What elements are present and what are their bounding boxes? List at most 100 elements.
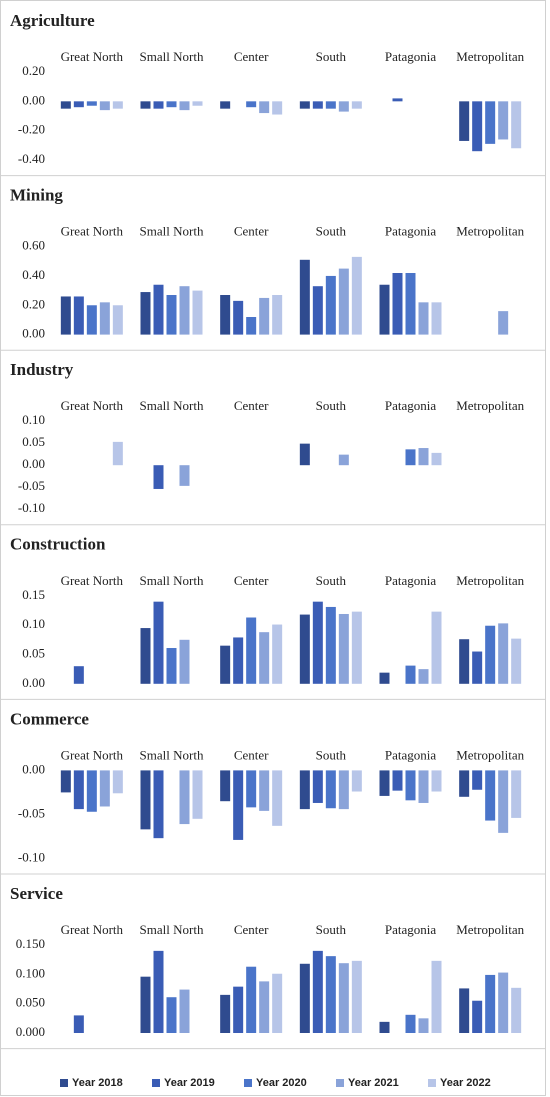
- y-tick-label: -0.05: [18, 805, 45, 820]
- bar: [153, 950, 164, 1033]
- y-tick-label: -0.05: [18, 478, 45, 493]
- bar: [338, 613, 349, 684]
- category-label: Metropolitan: [456, 398, 524, 413]
- bar: [459, 639, 470, 684]
- bar: [86, 101, 97, 106]
- bar: [325, 956, 336, 1033]
- bar: [179, 465, 190, 486]
- category-label: Metropolitan: [456, 49, 524, 64]
- bar: [112, 441, 123, 466]
- category-label: South: [316, 922, 347, 937]
- bar: [166, 648, 177, 684]
- bar: [299, 443, 310, 466]
- bar: [140, 770, 151, 830]
- bar: [246, 317, 257, 335]
- bar: [73, 296, 84, 335]
- bar: [472, 101, 483, 152]
- legend-swatch: [152, 1079, 160, 1087]
- bar: [511, 770, 522, 818]
- bar: [351, 770, 362, 792]
- y-tick-label: 0.10: [22, 616, 45, 631]
- y-tick-label: 0.20: [22, 63, 45, 78]
- bar: [431, 302, 442, 335]
- y-tick-label: 0.050: [16, 995, 45, 1010]
- category-label: Center: [234, 224, 269, 239]
- bar: [312, 101, 323, 109]
- bar: [299, 963, 310, 1033]
- bar: [338, 454, 349, 466]
- bar: [179, 639, 190, 684]
- bar: [99, 770, 110, 807]
- bar: [405, 273, 416, 335]
- y-tick-label: -0.20: [18, 122, 45, 137]
- bar: [259, 632, 270, 684]
- bar: [431, 770, 442, 792]
- category-label: Patagonia: [385, 224, 436, 239]
- bar: [325, 275, 336, 335]
- bar: [392, 770, 403, 791]
- bar: [272, 973, 283, 1033]
- y-tick-label: -0.40: [18, 151, 45, 166]
- legend-label: Year 2019: [164, 1077, 215, 1089]
- bar: [259, 770, 270, 811]
- panel-title: Agriculture: [10, 11, 95, 30]
- bar: [312, 601, 323, 684]
- bar: [498, 311, 509, 335]
- bar: [379, 770, 390, 796]
- bar: [220, 994, 231, 1033]
- bar: [140, 101, 151, 109]
- bar: [233, 637, 244, 684]
- bar: [153, 601, 164, 684]
- category-label: Metropolitan: [456, 922, 524, 937]
- category-label: Center: [234, 398, 269, 413]
- bar: [312, 770, 323, 803]
- bar: [379, 1021, 390, 1033]
- bar: [325, 606, 336, 684]
- bar: [60, 296, 71, 335]
- y-tick-label: 0.00: [22, 326, 45, 341]
- legend-label: Year 2021: [348, 1077, 399, 1089]
- y-tick-label: 0.000: [16, 1024, 45, 1039]
- bar: [299, 259, 310, 335]
- bar: [112, 101, 123, 109]
- y-tick-label: -0.10: [18, 849, 45, 864]
- bar: [418, 770, 429, 803]
- bar: [259, 297, 270, 335]
- category-label: Patagonia: [385, 922, 436, 937]
- y-tick-label: 0.10: [22, 412, 45, 427]
- bar: [405, 1014, 416, 1033]
- bar: [299, 614, 310, 684]
- bar: [220, 295, 231, 335]
- category-label: Small North: [140, 398, 204, 413]
- category-label: Great North: [61, 747, 124, 762]
- category-label: Center: [234, 922, 269, 937]
- category-label: Patagonia: [385, 398, 436, 413]
- legend-swatch: [60, 1079, 68, 1087]
- bar: [233, 770, 244, 840]
- category-label: South: [316, 573, 347, 588]
- bar: [379, 284, 390, 335]
- category-label: Metropolitan: [456, 224, 524, 239]
- bar: [405, 770, 416, 801]
- bar: [472, 651, 483, 684]
- bar: [179, 286, 190, 335]
- bar: [86, 770, 97, 812]
- bar: [140, 976, 151, 1033]
- category-label: Small North: [140, 573, 204, 588]
- y-tick-label: 0.60: [22, 238, 45, 253]
- category-label: Great North: [61, 49, 124, 64]
- y-tick-label: 0.15: [22, 587, 45, 602]
- bar: [431, 611, 442, 684]
- bar: [431, 452, 442, 466]
- bar: [498, 623, 509, 684]
- y-tick-label: 0.05: [22, 645, 45, 660]
- bar: [179, 101, 190, 111]
- bar: [485, 625, 496, 684]
- category-label: Center: [234, 49, 269, 64]
- bar: [112, 305, 123, 335]
- bar: [220, 645, 231, 684]
- bar: [299, 101, 310, 109]
- y-tick-label: 0.00: [22, 761, 45, 776]
- bar: [459, 770, 470, 797]
- bar: [325, 770, 336, 809]
